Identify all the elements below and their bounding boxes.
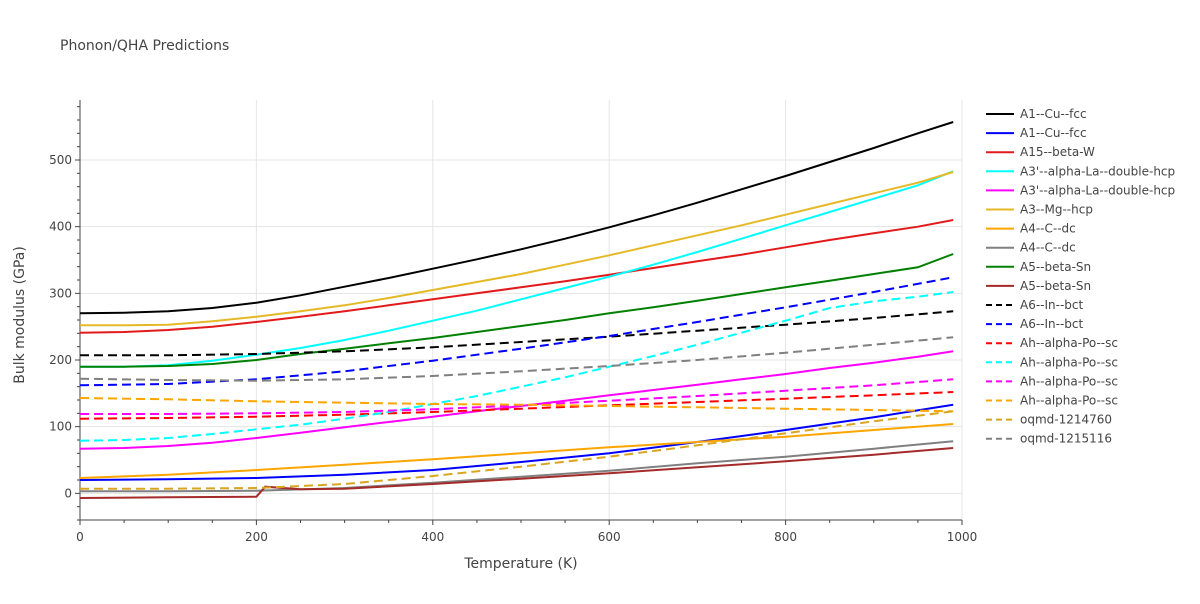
legend-item-4[interactable]: A3'--alpha-La--double-hcp (986, 164, 1175, 178)
legend-label: A6--In--bct (1020, 298, 1084, 312)
series-line-9 (80, 253, 954, 368)
chart-title: Phonon/QHA Predictions (60, 38, 229, 54)
series-line-3 (79, 219, 954, 334)
legend-item-11[interactable]: A6--In--bct (986, 298, 1084, 312)
legend-label: oqmd-1215116 (1020, 432, 1112, 446)
legend-item-16[interactable]: Ah--alpha-Po--sc (986, 394, 1118, 408)
legend-item-5[interactable]: A3'--alpha-La--double-hcp (986, 183, 1175, 197)
legend-label: A1--Cu--fcc (1020, 107, 1087, 121)
legend-label: A3--Mg--hcp (1020, 203, 1093, 217)
legend-label: A5--beta-Sn (1020, 279, 1091, 293)
legend-item-14[interactable]: Ah--alpha-Po--sc (986, 355, 1118, 369)
axes: 0 100 200 300 400 500 0 200 400 600 800 1000 (49, 100, 977, 544)
x-axis-title: Temperature (K) (463, 556, 577, 572)
legend-label: A5--beta-Sn (1020, 260, 1091, 274)
plot-area (79, 121, 954, 499)
series-line-11 (80, 310, 954, 357)
x-tick-label: 200 (245, 530, 268, 544)
legend-label: A3'--alpha-La--double-hcp (1020, 164, 1175, 178)
legend-label: Ah--alpha-Po--sc (1020, 355, 1118, 369)
legend-label: A4--C--dc (1020, 222, 1076, 236)
series-line-17 (80, 410, 954, 490)
legend-item-17[interactable]: oqmd-1214760 (986, 413, 1112, 427)
series-line-14 (79, 291, 954, 442)
y-tick-label: 100 (49, 420, 72, 434)
legend-item-10[interactable]: A5--beta-Sn (986, 279, 1091, 293)
y-tick-label: 400 (49, 220, 72, 234)
legend-item-1[interactable]: A1--Cu--fcc (986, 107, 1087, 121)
series-line-8 (80, 440, 954, 493)
series-line-10 (79, 447, 954, 499)
legend-item-12[interactable]: A6--In--bct (986, 317, 1084, 331)
series-line-1 (79, 121, 954, 315)
legend-label: Ah--alpha-Po--sc (1020, 394, 1118, 408)
legend-item-15[interactable]: Ah--alpha-Po--sc (986, 374, 1118, 388)
legend-label: Ah--alpha-Po--sc (1020, 336, 1118, 350)
legend-label: A4--C--dc (1020, 241, 1076, 255)
y-tick-label: 200 (49, 353, 72, 367)
series-line-18 (79, 336, 954, 382)
x-tick-label: 400 (421, 530, 444, 544)
legend-label: Ah--alpha-Po--sc (1020, 374, 1118, 388)
series-line-4 (80, 170, 954, 368)
legend-label: A6--In--bct (1020, 317, 1084, 331)
y-tick-label: 0 (64, 486, 72, 500)
series-line-16 (79, 397, 954, 413)
series-line-6 (80, 171, 954, 327)
legend-label: oqmd-1214760 (1020, 413, 1112, 427)
legend-item-9[interactable]: A5--beta-Sn (986, 260, 1091, 274)
legend-label: A3'--alpha-La--double-hcp (1020, 183, 1175, 197)
series-line-2 (79, 403, 954, 481)
legend-item-13[interactable]: Ah--alpha-Po--sc (986, 336, 1118, 350)
legend-item-7[interactable]: A4--C--dc (986, 222, 1076, 236)
legend-item-18[interactable]: oqmd-1215116 (986, 432, 1112, 446)
series-line-13 (79, 391, 954, 420)
legend-item-3[interactable]: A15--beta-W (986, 145, 1095, 159)
grid-lines (80, 100, 963, 520)
legend[interactable]: A1--Cu--fcc A1--Cu--fcc A15--beta-W A3'--al… (986, 107, 1175, 446)
x-tick-label: 0 (76, 530, 84, 544)
legend-item-8[interactable]: A4--C--dc (986, 241, 1076, 255)
y-tick-label: 500 (49, 153, 72, 167)
y-axis-title: Bulk modulus (GPa) (12, 246, 28, 384)
legend-label: A15--beta-W (1020, 145, 1095, 159)
x-tick-label: 800 (774, 530, 797, 544)
y-tick-label: 300 (49, 286, 72, 300)
x-tick-label: 600 (598, 530, 621, 544)
x-tick-label: 1000 (947, 530, 978, 544)
legend-item-2[interactable]: A1--Cu--fcc (986, 126, 1087, 140)
legend-label: A1--Cu--fcc (1020, 126, 1087, 140)
legend-item-6[interactable]: A3--Mg--hcp (986, 203, 1093, 217)
series-line-7 (79, 423, 954, 479)
